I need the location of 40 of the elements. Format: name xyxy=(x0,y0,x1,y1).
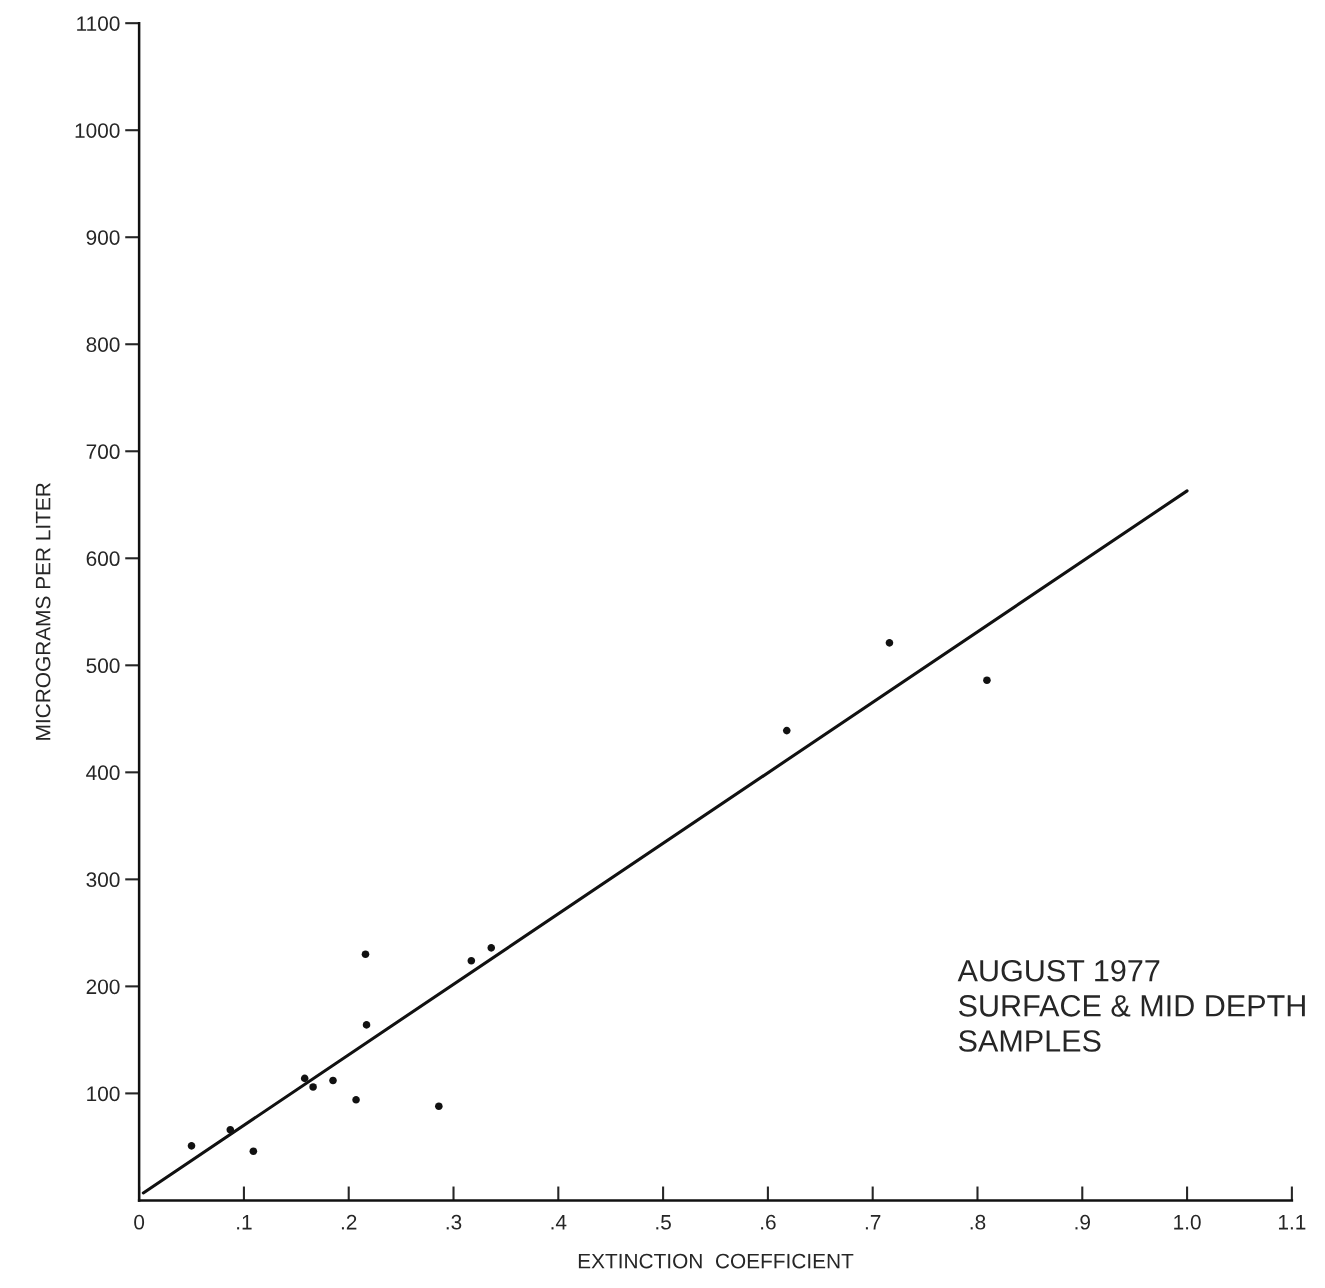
point xyxy=(187,1142,196,1150)
point xyxy=(435,1102,443,1111)
y-tick-label: 600 xyxy=(86,551,120,567)
x-tick-label: 0 xyxy=(134,1214,145,1230)
y-tick-label: 300 xyxy=(86,872,120,888)
y-tick-label: 1100 xyxy=(77,16,120,31)
x-tick-label: .8 xyxy=(970,1214,986,1230)
x-tick-label: .1 xyxy=(237,1215,252,1230)
point xyxy=(885,639,894,647)
annotation: AUGUST 1977 SURFACE & MID DEPTH SAMPLES xyxy=(957,959,1305,1052)
point xyxy=(352,1096,360,1104)
y-tick-label: 900 xyxy=(86,230,120,245)
x-tick-label: 1.1 xyxy=(1278,1215,1306,1230)
point xyxy=(249,1147,258,1155)
point xyxy=(309,1083,317,1091)
x-tick-label: 1.0 xyxy=(1174,1214,1201,1230)
x-tick-label: .4 xyxy=(551,1215,567,1230)
y-tick-label: 100 xyxy=(87,1086,120,1102)
point xyxy=(983,676,991,685)
y-tick-label: 800 xyxy=(86,337,120,352)
point xyxy=(329,1076,337,1085)
x-tick-label: .7 xyxy=(865,1215,881,1230)
point xyxy=(300,1074,309,1083)
y-tick-label: 400 xyxy=(86,765,120,781)
point xyxy=(362,1021,371,1029)
y-tick-label: 500 xyxy=(86,658,120,674)
point xyxy=(487,944,496,952)
y-tick-label: 200 xyxy=(86,979,120,995)
point xyxy=(782,726,791,735)
y-axis-title: MICROGRAMS PER LITER xyxy=(35,483,51,740)
x-tick-label: .2 xyxy=(341,1214,357,1230)
y-tick-label: 1000 xyxy=(75,123,120,138)
y-tick-label: 700 xyxy=(86,444,120,460)
x-tick-label: .5 xyxy=(656,1215,671,1230)
x-tick-label: .6 xyxy=(761,1214,776,1230)
x-axis-title: EXTINCTION COEFFICIENT xyxy=(578,1253,854,1269)
x-tick-label: .3 xyxy=(446,1214,462,1230)
point xyxy=(467,956,476,965)
x-tick-label: .9 xyxy=(1075,1214,1090,1230)
point xyxy=(361,950,370,959)
